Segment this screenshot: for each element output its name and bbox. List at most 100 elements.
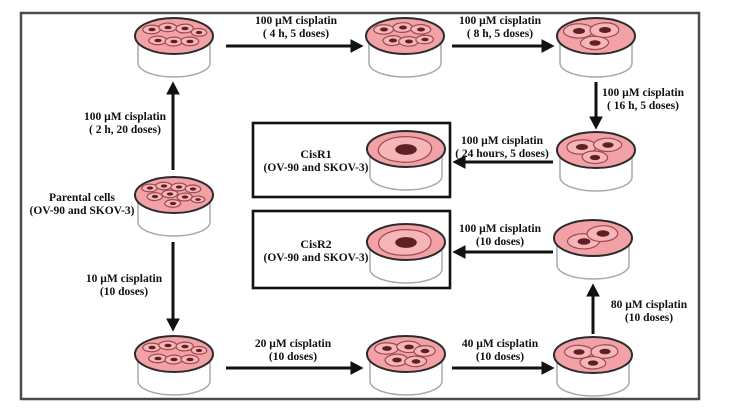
dish-bottom-right-rim xyxy=(553,336,633,374)
dish-parental-rim xyxy=(134,176,214,214)
arrow-24h: 100 µM cisplatin( 24 hours, 5 doses) xyxy=(452,135,553,169)
cell-nucleus xyxy=(399,25,407,30)
dish-cisr2-cells xyxy=(375,228,435,257)
arrow-10um-label-line1: 10 µM cisplatin xyxy=(86,273,163,285)
cell-nucleus xyxy=(411,359,421,364)
cisr2-box: CisR2(OV-90 and SKOV-3) xyxy=(251,209,452,290)
cell-nucleus xyxy=(189,187,197,191)
cell-nucleus xyxy=(195,198,201,201)
cell-nucleus xyxy=(599,348,611,355)
arrow-4h-label-line1: 100 µM cisplatin xyxy=(255,15,338,27)
cell-nucleus xyxy=(395,144,417,155)
cell-nucleus xyxy=(576,144,588,150)
cell-nucleus xyxy=(589,154,601,161)
cell-nucleus xyxy=(573,349,585,355)
cisr2-box-subtitle: (OV-90 and SKOV-3) xyxy=(264,252,369,264)
arrow-40um-label-line1: 40 µM cisplatin xyxy=(462,338,539,350)
dish-parental-cells xyxy=(142,181,208,208)
dish-bottom-left-rim xyxy=(134,335,214,373)
cell-nucleus xyxy=(382,346,392,351)
cell-nucleus xyxy=(169,201,177,206)
dish-bottom-right xyxy=(553,336,633,397)
cell-nucleus xyxy=(154,38,162,43)
dish-right-16h xyxy=(556,131,636,192)
parental-cells-label-line1: Parental cells xyxy=(49,192,115,204)
dish-top-left xyxy=(134,17,214,78)
dish-parental xyxy=(134,176,214,237)
dish-cisr1-rim xyxy=(366,130,446,168)
arrow-8h-label-line2: ( 8 h, 5 doses) xyxy=(467,28,533,40)
arrow-2h-20doses: 100 µM cisplatin( 2 h, 20 doses) xyxy=(84,81,180,170)
cell-nucleus xyxy=(175,185,183,189)
arrow-16h-label-line1: 100 µM cisplatin xyxy=(602,87,685,99)
cisr1-box-subtitle: (OV-90 and SKOV-3) xyxy=(264,162,369,174)
cell-nucleus xyxy=(380,27,388,32)
dish-top-middle-cells xyxy=(372,21,435,47)
dish-cisr2 xyxy=(366,223,446,284)
cell-nucleus xyxy=(164,25,172,30)
arrow-40um: 40 µM cisplatin(10 doses) xyxy=(452,338,555,375)
arrow-24h-label-line1: 100 µM cisplatin xyxy=(461,135,544,147)
arrow-10um: 10 µM cisplatin(10 doses) xyxy=(86,242,180,332)
dish-bottom-middle-cells xyxy=(375,339,439,369)
dish-right-100um-cells xyxy=(563,223,624,252)
cisr2-box-border xyxy=(251,209,452,290)
cell-nucleus xyxy=(417,27,425,32)
arrow-16h-label-line2: ( 16 h, 5 doses) xyxy=(607,100,679,112)
dish-cisr2-rim xyxy=(366,223,446,261)
cell-nucleus xyxy=(181,26,189,31)
cisr1-box-border xyxy=(251,121,452,199)
dish-bottom-left xyxy=(134,335,214,396)
arrow-2h-20doses-label-line2: ( 2 h, 20 doses) xyxy=(89,124,161,136)
arrow-20um-label-line1: 20 µM cisplatin xyxy=(255,338,332,350)
cell-nucleus xyxy=(389,38,397,43)
cell-nucleus xyxy=(181,344,189,349)
cell-nucleus xyxy=(160,184,168,188)
cell-nucleus xyxy=(195,30,203,35)
cell-nucleus xyxy=(186,357,194,362)
cell-nucleus xyxy=(392,357,402,363)
cell-nucleus xyxy=(421,37,429,42)
dish-cisr1 xyxy=(366,130,446,191)
cell-nucleus xyxy=(589,40,601,46)
cell-nucleus xyxy=(195,348,203,353)
cisr1-box: CisR1(OV-90 and SKOV-3) xyxy=(251,121,452,199)
arrow-4h-label-line2: ( 4 h, 5 doses) xyxy=(263,28,329,40)
cell-nucleus xyxy=(146,186,154,190)
cell-nucleus xyxy=(170,357,178,362)
arrow-4h: 100 µM cisplatin( 4 h, 5 doses) xyxy=(226,15,364,53)
arrow-40um-label-line2: (10 doses) xyxy=(476,351,524,363)
arrow-80um-label-line1: 80 µM cisplatin xyxy=(611,299,688,311)
arrow-16h: 100 µM cisplatin( 16 h, 5 doses) xyxy=(589,82,685,130)
dish-top-right-rim xyxy=(556,17,636,55)
arrow-10um-label-line2: (10 doses) xyxy=(100,286,148,298)
dish-top-right xyxy=(556,17,636,78)
dish-top-left-cells xyxy=(143,21,209,47)
parental-cells-label: Parental cells(OV-90 and SKOV-3) xyxy=(30,192,135,217)
dish-right-100um xyxy=(553,219,633,280)
cell-nucleus xyxy=(148,27,156,32)
cell-nucleus xyxy=(420,348,430,354)
dish-right-16h-rim xyxy=(556,131,636,169)
dish-cisr1-cells xyxy=(377,136,433,163)
dish-bottom-middle-rim xyxy=(366,335,446,373)
dish-right-16h-cells xyxy=(564,136,627,166)
parental-cells-label-line2: (OV-90 and SKOV-3) xyxy=(30,205,135,217)
arrow-20um-label-line2: (10 doses) xyxy=(269,351,317,363)
dish-bottom-right-cells xyxy=(561,343,622,372)
dish-top-left-rim xyxy=(134,17,214,55)
cell-nucleus xyxy=(404,344,414,350)
arrow-100um-10doses-label-line2: (10 doses) xyxy=(476,236,524,248)
arrow-20um: 20 µM cisplatin(10 doses) xyxy=(226,338,364,375)
dish-top-middle-rim xyxy=(365,17,445,55)
cell-nucleus xyxy=(148,345,156,350)
arrow-8h-label-line1: 100 µM cisplatin xyxy=(459,15,542,27)
cell-nucleus xyxy=(395,237,417,248)
arrow-80um: 80 µM cisplatin(10 doses) xyxy=(586,283,688,334)
arrow-80um-label-line2: (10 doses) xyxy=(625,312,673,324)
cell-nucleus xyxy=(405,39,413,44)
cisr2-box-title: CisR2 xyxy=(300,237,331,251)
cell-nucleus xyxy=(596,230,610,237)
cell-nucleus xyxy=(170,39,178,44)
